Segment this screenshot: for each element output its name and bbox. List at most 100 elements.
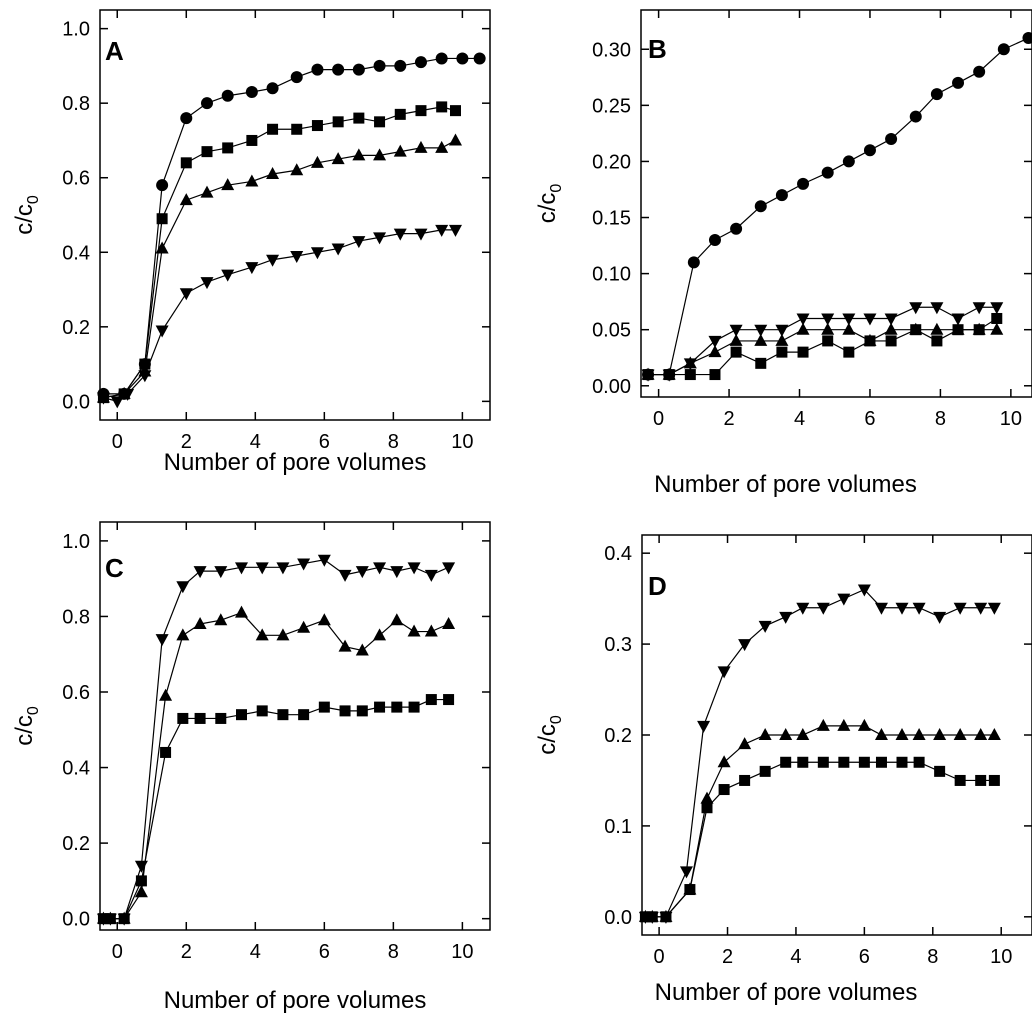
y-tick-label: 0.0: [604, 907, 632, 929]
y-tick-label: 0.10: [592, 264, 631, 286]
data-point-circle: [909, 110, 922, 123]
data-point-circle: [997, 43, 1010, 56]
data-point-circle: [180, 112, 193, 125]
data-point-triangle-up: [442, 617, 456, 629]
data-point-circle: [456, 52, 469, 65]
data-point-square: [684, 369, 696, 381]
data-point-circle: [200, 97, 213, 110]
data-point-square: [642, 369, 654, 381]
data-point-triangle-down: [930, 302, 944, 315]
plot-frame: [640, 9, 1032, 398]
data-point-triangle-up: [373, 628, 387, 641]
data-point-triangle-down: [407, 562, 421, 575]
data-point-triangle-down: [245, 262, 259, 275]
panel-b: 0 2 4 6 8 10 0.00 0.05 0.10 0.15 0.20 0.25 0.30 B Numb…: [534, 9, 1032, 498]
y-tick-label: 0.05: [592, 320, 631, 342]
data-point-square: [236, 709, 248, 721]
x-tick-label: 2: [722, 946, 733, 968]
y-tick-label: 1.0: [62, 19, 90, 41]
data-point-triangle-down: [255, 562, 269, 575]
data-point-triangle-down: [821, 313, 835, 326]
data-point-triangle-up: [775, 333, 789, 346]
data-point-triangle-down: [448, 224, 462, 237]
y-tick-label: 1.0: [62, 531, 90, 553]
data-point-triangle-up: [821, 322, 835, 335]
data-point-square: [739, 774, 751, 786]
data-point-triangle-up: [159, 688, 173, 701]
data-point-square: [718, 784, 730, 796]
data-point-circle: [156, 179, 169, 192]
data-point-square: [817, 756, 829, 768]
data-point-triangle-down: [235, 562, 249, 575]
data-point-triangle-down: [96, 392, 110, 405]
data-point-square: [374, 701, 386, 713]
data-point-square: [298, 709, 310, 721]
data-point-triangle-up: [717, 755, 731, 768]
data-point-triangle-down: [987, 602, 1001, 615]
x-tick-label: 2: [181, 941, 192, 963]
data-point-square: [973, 324, 985, 336]
data-point-circle: [730, 222, 743, 235]
data-point-circle: [797, 177, 810, 190]
data-point-square: [156, 213, 168, 225]
data-point-triangle-down: [796, 313, 810, 326]
series-triangle-down: [96, 224, 462, 409]
data-point-triangle-down: [355, 566, 369, 579]
y-tick-label: 0.2: [62, 833, 90, 855]
data-point-square: [663, 369, 675, 381]
data-point-square: [975, 774, 987, 786]
data-point-triangle-up: [200, 185, 214, 198]
data-point-triangle-up: [895, 728, 909, 740]
data-point-triangle-up: [338, 639, 352, 652]
data-point-square: [797, 346, 809, 358]
data-point-triangle-down: [317, 554, 331, 567]
data-point-triangle-down: [155, 634, 169, 647]
data-point-circle: [708, 233, 721, 246]
x-tick-label: 10: [451, 431, 473, 453]
x-tick-label: 8: [388, 941, 399, 963]
data-point-square: [954, 774, 966, 786]
data-point-triangle-up: [754, 333, 768, 346]
y-axis-label: c/c0: [11, 195, 42, 235]
data-point-square: [776, 346, 788, 358]
data-point-circle: [687, 256, 700, 269]
x-tick-label: 10: [990, 946, 1012, 968]
data-point-circle: [290, 71, 303, 84]
data-point-square: [730, 346, 742, 358]
panel-label: A: [105, 36, 124, 66]
y-tick-label: 0.8: [62, 93, 90, 115]
data-point-square: [931, 335, 943, 347]
x-tick-label: 4: [250, 431, 261, 453]
data-point-circle: [221, 89, 234, 102]
data-point-square: [353, 112, 365, 124]
y-tick-label: 0.2: [604, 725, 632, 747]
data-point-square: [449, 105, 461, 117]
data-point-circle: [775, 189, 788, 202]
data-point-triangle-down: [933, 611, 947, 624]
data-point-triangle-up: [953, 728, 967, 740]
data-point-triangle-down: [909, 302, 923, 315]
data-point-triangle-down: [373, 562, 387, 575]
y-tick-label: 0.3: [604, 634, 632, 656]
data-point-triangle-down: [717, 666, 731, 679]
data-point-circle: [930, 88, 943, 101]
x-tick-label: 4: [250, 941, 261, 963]
data-point-triangle-up: [857, 718, 871, 731]
data-point-triangle-down: [414, 228, 428, 241]
data-point-square: [97, 913, 109, 925]
plot-frame: [99, 521, 491, 931]
y-tick-label: 0.20: [592, 151, 631, 173]
data-point-triangle-down: [816, 602, 830, 615]
data-point-triangle-down: [138, 370, 152, 383]
x-tick-label: 0: [112, 431, 123, 453]
data-point-circle: [1022, 32, 1032, 45]
x-axis-label: Number of pore volumes: [654, 471, 917, 498]
y-tick-label: 0.00: [592, 376, 631, 398]
data-point-square: [684, 884, 696, 896]
y-tick-label: 0.4: [604, 543, 632, 565]
data-point-square: [864, 335, 876, 347]
series-line: [103, 698, 449, 920]
y-tick-label: 0.8: [62, 606, 90, 628]
data-point-square: [875, 756, 887, 768]
y-tick-label: 0.4: [62, 758, 90, 780]
